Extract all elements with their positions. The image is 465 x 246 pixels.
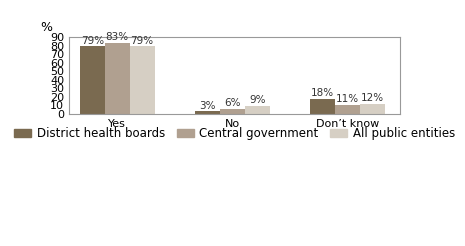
Bar [335, 105, 360, 114]
Bar [360, 104, 385, 114]
Text: 18%: 18% [311, 88, 334, 98]
Y-axis label: %: % [40, 21, 52, 34]
Text: 11%: 11% [336, 94, 359, 104]
Bar [195, 111, 220, 114]
Text: 83%: 83% [106, 32, 129, 42]
Text: 3%: 3% [199, 101, 216, 110]
Bar [310, 99, 335, 114]
Text: 12%: 12% [361, 93, 384, 103]
Bar [130, 46, 155, 114]
Bar [245, 106, 270, 114]
Bar [220, 109, 245, 114]
Bar [80, 46, 105, 114]
Text: 6%: 6% [224, 98, 241, 108]
Legend: District health boards, Central government, All public entities: District health boards, Central governme… [10, 123, 460, 145]
Bar [105, 43, 130, 114]
Text: 79%: 79% [80, 35, 104, 46]
Text: 9%: 9% [249, 95, 266, 106]
Text: 79%: 79% [131, 35, 154, 46]
